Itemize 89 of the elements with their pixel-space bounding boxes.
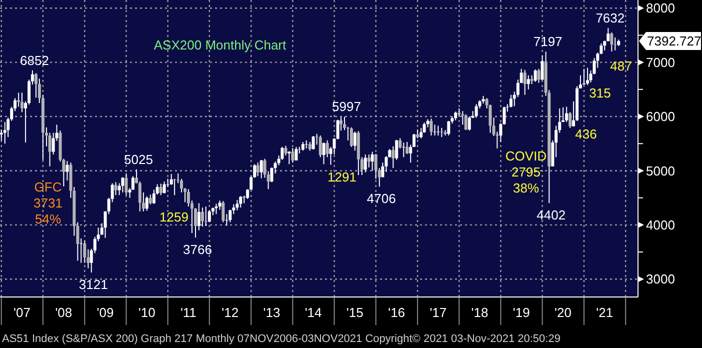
annotation: 7632 <box>596 10 625 26</box>
annotation: COVID 2795 38% <box>505 148 547 196</box>
x-tick-label: '12 <box>222 305 239 320</box>
y-tick-label: 3000 <box>646 272 675 287</box>
candlestick <box>353 131 356 152</box>
annotation: 3766 <box>183 242 212 258</box>
annotation: 7197 <box>533 34 562 50</box>
candlestick <box>114 182 118 196</box>
candlestick <box>406 141 409 154</box>
annotation: 487 <box>610 58 632 74</box>
y-tick-label: 6000 <box>646 109 675 124</box>
candlestick <box>218 200 222 210</box>
candlestick <box>610 32 614 52</box>
annotation: 5997 <box>332 99 361 114</box>
candlestick <box>3 121 6 144</box>
annotation: 4706 <box>366 191 396 206</box>
candlestick <box>523 69 526 96</box>
candlestick <box>582 68 586 86</box>
x-tick-label: '08 <box>55 305 72 320</box>
annotation: 436 <box>575 126 597 142</box>
annotation: 4402 <box>536 208 566 223</box>
candlestick <box>329 146 332 166</box>
x-tick-label: '16 <box>388 305 406 320</box>
x-tick-label: '07 <box>14 305 30 320</box>
x-tick-label: '17 <box>430 305 447 320</box>
candlestick <box>138 181 142 212</box>
candlestick <box>291 147 294 164</box>
candlestick <box>312 136 315 150</box>
y-tick-label: 8000 <box>646 0 675 16</box>
candlestick <box>540 55 544 81</box>
annotation: 6852 <box>20 52 49 68</box>
annotation: GFC 3731 54% <box>34 180 62 227</box>
candlestick <box>294 146 298 161</box>
candlestick <box>350 126 353 148</box>
candlestick <box>148 194 152 205</box>
x-tick-label: '10 <box>138 305 156 320</box>
candlestick <box>364 154 367 173</box>
annotation: 315 <box>589 86 611 101</box>
text: ASX200 Monthly Chart <box>154 38 287 53</box>
candlestick <box>256 162 260 177</box>
x-tick-label: '14 <box>304 305 322 320</box>
candlestick <box>162 181 166 194</box>
candlestick <box>124 172 128 196</box>
candlestick <box>66 160 69 181</box>
x-tick-label: '18 <box>471 305 488 320</box>
candlestick <box>236 199 239 211</box>
annotation: 1291 <box>328 170 356 185</box>
text: AS51 Index (S&P/ASX 200) Graph 217 Monthly 07NOV2006-03NOV2021 Copyright© 2021 03-Nov-2021 20:50:29 <box>2 333 560 345</box>
x-tick-label: '21 <box>596 305 614 320</box>
candlestick <box>565 106 568 122</box>
candlestick <box>474 104 478 118</box>
candlestick <box>436 125 440 136</box>
y-tick-label: 5000 <box>646 163 675 178</box>
candlestick <box>145 196 148 212</box>
annotation: 7392.727 <box>647 34 702 49</box>
x-tick-label: '13 <box>263 305 280 320</box>
x-tick-label: '15 <box>346 305 364 320</box>
candlestick <box>197 202 200 231</box>
candlestick <box>239 196 242 208</box>
candlestick <box>222 200 225 223</box>
candlestick <box>159 183 162 196</box>
candlestick <box>260 159 263 179</box>
x-tick-label: '19 <box>512 305 530 320</box>
annotation: 1259 <box>160 210 188 225</box>
candlestick <box>304 140 308 149</box>
candlestick <box>121 176 124 193</box>
candlestick <box>509 94 512 108</box>
candlestick <box>586 67 590 86</box>
candlestick <box>447 120 450 136</box>
candlestick <box>433 124 436 136</box>
x-tick-label: '11 <box>180 305 196 320</box>
annotation: 3121 <box>78 277 108 292</box>
y-tick-label: 4000 <box>646 217 675 232</box>
candlestick <box>430 118 433 136</box>
candlestick <box>534 68 537 82</box>
candlestick <box>288 150 291 165</box>
annotation: 5025 <box>124 152 153 167</box>
candlestick <box>208 210 211 223</box>
candlestick <box>200 207 204 228</box>
candlestick <box>322 142 326 165</box>
x-tick-label: '09 <box>96 305 114 320</box>
y-tick-label: 7000 <box>646 54 675 70</box>
candlestick <box>526 74 530 90</box>
x-tick-label: '20 <box>554 305 572 320</box>
candlestick <box>464 114 468 131</box>
candlestick <box>589 70 592 83</box>
candlestick <box>370 151 374 172</box>
candlestick <box>367 154 370 168</box>
candlestick <box>214 203 218 215</box>
